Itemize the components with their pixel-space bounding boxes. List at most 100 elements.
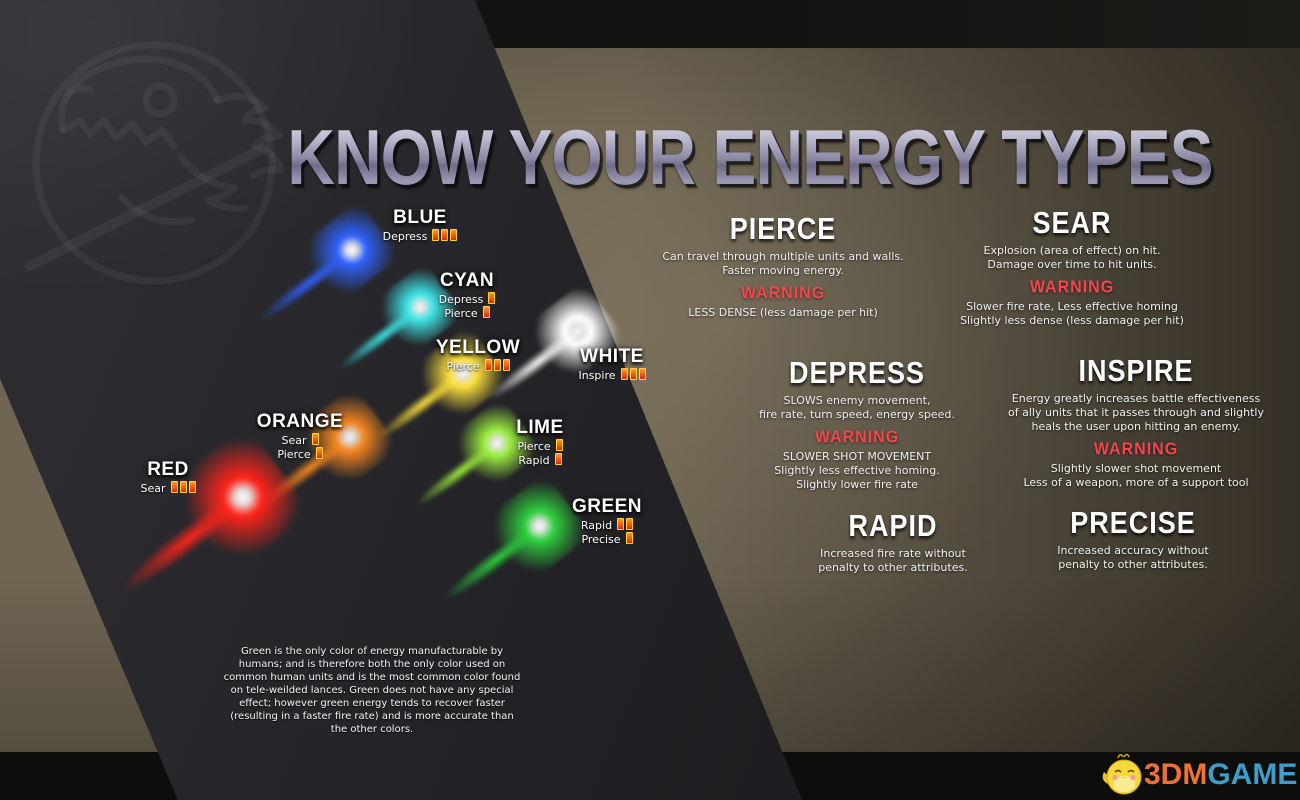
section-title: DEPRESS	[788, 356, 926, 390]
pip-icon	[626, 518, 634, 530]
trait-pips	[553, 453, 562, 467]
trait-pips	[624, 532, 633, 546]
section-depress: DEPRESS SLOWS enemy movement, fire rate, t…	[687, 356, 1027, 492]
energy-traits: Rapid Precise	[542, 518, 672, 546]
section-description-line: Can travel through multiple units and wa…	[662, 250, 904, 263]
energy-name: BLUE	[393, 207, 447, 228]
trait-label: Sear	[140, 482, 166, 495]
trait-pips	[554, 439, 563, 453]
warning-label: WARNING	[740, 284, 826, 303]
trait-line: Sear	[103, 481, 233, 495]
energy-label-orange: ORANGE Sear Pierce	[235, 411, 365, 461]
energy-name: WHITE	[580, 346, 644, 367]
section-pierce: PIERCE Can travel through multiple units …	[613, 212, 953, 320]
warning-label: WARNING	[814, 428, 900, 447]
pip-icon	[482, 306, 490, 318]
section-sear: SEAR Explosion (area of effect) on hit. Da…	[902, 206, 1242, 328]
section-description-line: Damage over time to hit units.	[987, 258, 1157, 271]
section-title: PRECISE	[1070, 506, 1196, 540]
energy-traits: Pierce	[413, 359, 543, 373]
pip-icon	[315, 447, 323, 459]
trait-label: Pierce	[446, 360, 480, 373]
green-energy-footnote: Green is the only color of energy manufa…	[223, 646, 521, 735]
pip-icon	[432, 229, 440, 241]
energy-traits: Sear	[103, 481, 233, 495]
trait-pips	[615, 518, 634, 532]
embossed-dino-logo-icon	[25, 41, 285, 285]
trait-pips	[314, 447, 323, 461]
section-title: SEAR	[1032, 206, 1112, 240]
section-description-line: penalty to other attributes.	[1058, 558, 1208, 571]
trait-line: Inspire	[547, 368, 677, 382]
trait-label: Rapid	[580, 519, 613, 532]
section-description-line: SLOWS enemy movement,	[783, 394, 931, 407]
warning-line: LESS DENSE (less damage per hit)	[688, 306, 878, 319]
section-title: INSPIRE	[1078, 354, 1194, 388]
pip-icon	[450, 229, 458, 241]
trait-label: Precise	[581, 533, 621, 546]
pip-icon	[311, 433, 319, 445]
energy-traits: Depress Pierce	[402, 292, 532, 320]
watermark: 3DMGAME	[1098, 750, 1297, 800]
trait-label: Depress	[382, 230, 428, 243]
pip-icon	[188, 481, 196, 493]
trait-line: Rapid	[542, 518, 672, 532]
warning-line: Slightly less effective homing.	[774, 464, 940, 477]
trait-label: Pierce	[444, 307, 478, 320]
watermark-3dm: 3DM	[1144, 758, 1208, 791]
section-description-line: penalty to other attributes.	[818, 561, 968, 574]
pip-icon	[617, 518, 625, 530]
trait-label: Inspire	[578, 369, 616, 382]
warning-line: Slightly slower shot movement	[1050, 462, 1222, 475]
trait-pips	[169, 481, 196, 495]
pip-icon	[493, 359, 501, 371]
trait-pips	[430, 229, 458, 243]
trait-pips	[486, 292, 496, 306]
trait-pips	[481, 306, 490, 320]
energy-label-blue: BLUE Depress	[355, 207, 485, 243]
trait-label: Sear	[281, 434, 307, 447]
pip-icon	[625, 532, 633, 544]
energy-traits: Pierce Rapid	[475, 439, 605, 467]
energy-label-lime: LIME Pierce Rapid	[475, 417, 605, 467]
energy-name: YELLOW	[435, 337, 521, 358]
warning-line: Less of a weapon, more of a support tool	[1023, 476, 1249, 489]
section-title: RAPID	[848, 509, 938, 543]
energy-traits: Sear Pierce	[235, 433, 365, 461]
pip-icon	[441, 229, 449, 241]
pip-icon	[484, 359, 492, 371]
section-description-line: heals the user upon hitting an enemy.	[1031, 420, 1241, 433]
pip-icon	[620, 368, 628, 380]
pip-icon	[554, 453, 562, 465]
trait-line: Pierce	[413, 359, 543, 373]
warning-line: Slower fire rate, Less effective homing	[966, 300, 1178, 313]
energy-label-cyan: CYAN Depress Pierce	[402, 270, 532, 320]
energy-name: GREEN	[571, 496, 643, 517]
section-title: PIERCE	[729, 212, 837, 246]
energy-traits: Depress	[355, 229, 485, 243]
energy-traits: Inspire	[547, 368, 677, 382]
energy-name: LIME	[516, 417, 564, 438]
trait-label: Pierce	[277, 448, 311, 461]
pip-icon	[629, 368, 637, 380]
energy-name: RED	[147, 459, 189, 480]
trait-label: Pierce	[517, 440, 551, 453]
pip-icon	[555, 439, 563, 451]
energy-label-white: WHITE Inspire	[547, 346, 677, 382]
pip-icon	[638, 368, 646, 380]
trait-pips	[483, 359, 510, 373]
energy-name: CYAN	[439, 270, 495, 291]
warning-label: WARNING	[1093, 440, 1179, 459]
warning-line: Slightly less dense (less damage per hit…	[960, 314, 1184, 327]
trait-label: Depress	[438, 293, 484, 306]
energy-label-green: GREEN Rapid Precise	[542, 496, 672, 546]
section-rapid: RAPID Increased fire rate without penalty …	[723, 509, 1063, 575]
pip-icon	[179, 481, 187, 493]
section-inspire: INSPIRE Energy greatly increases battle e…	[966, 354, 1300, 490]
watermark-text: 3DMGAME	[1144, 758, 1297, 792]
watermark-game: GAME	[1207, 758, 1298, 791]
chick-mascot-icon	[1102, 753, 1142, 795]
trait-line: Pierce	[475, 439, 605, 453]
energy-label-yellow: YELLOW Pierce	[413, 337, 543, 373]
trait-line: Precise	[542, 532, 672, 546]
